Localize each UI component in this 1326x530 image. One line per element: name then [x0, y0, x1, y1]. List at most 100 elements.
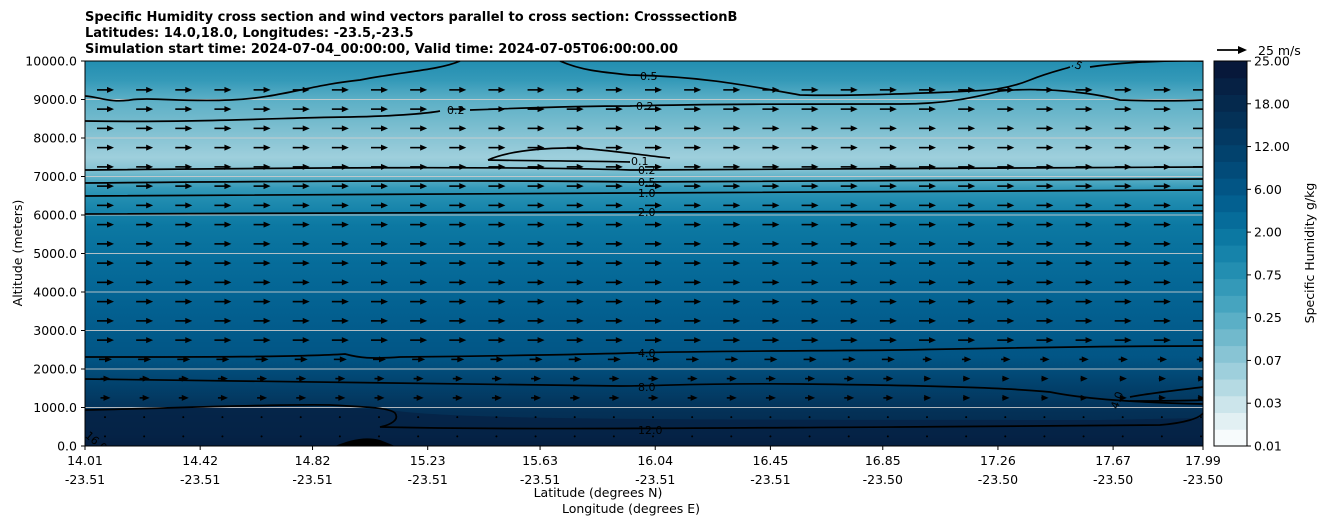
wind-vector	[645, 221, 662, 228]
wind-vector	[410, 317, 428, 324]
wind-vector	[723, 337, 741, 344]
wind-vector	[527, 240, 545, 247]
wind-vector	[762, 279, 780, 286]
wind-vector	[371, 317, 388, 324]
wind-vector	[958, 221, 976, 228]
wind-vector	[488, 202, 506, 209]
wind-vector	[331, 317, 349, 324]
wind-vector	[410, 221, 428, 228]
wind-vector	[410, 260, 428, 267]
wind-vector	[139, 375, 150, 382]
wind-vector	[1004, 416, 1007, 419]
wind-vector	[958, 163, 976, 170]
wind-vector	[801, 86, 819, 93]
wind-vector	[449, 260, 467, 267]
wind-vector	[723, 125, 741, 132]
contour-label-05-high: 0.5	[640, 70, 658, 83]
wind-vector	[1193, 185, 1203, 187]
wind-vector	[919, 240, 936, 247]
wind-vector	[1004, 435, 1007, 438]
wind-vector	[410, 86, 428, 93]
x-tick-label-lat: 17.99	[1185, 453, 1221, 468]
y-tick-label: 9000.0	[33, 92, 77, 107]
wind-vector	[684, 260, 702, 267]
title-line-2: Latitudes: 14.0,18.0, Longitudes: -23.5,…	[85, 26, 414, 41]
wind-vector	[104, 435, 106, 438]
wind-vector	[1114, 240, 1132, 247]
wind-vector	[97, 240, 114, 247]
wind-vector	[1153, 221, 1171, 228]
wind-vector	[723, 240, 741, 247]
colorbar-band	[1214, 261, 1247, 280]
wind-vector	[449, 163, 467, 170]
wind-vector	[965, 435, 968, 438]
wind-vector	[292, 317, 310, 324]
colorbar-band	[1214, 312, 1247, 330]
wind-vector	[410, 337, 428, 344]
wind-vector	[605, 221, 623, 228]
wind-vector	[605, 279, 623, 286]
wind-vector	[1114, 183, 1132, 190]
wind-vector	[491, 375, 502, 382]
colorbar-band	[1214, 362, 1247, 380]
wind-vector	[253, 337, 271, 344]
wind-vector	[491, 394, 502, 401]
wind-vector	[97, 317, 114, 324]
wind-vector	[997, 144, 1015, 151]
wind-vector	[879, 279, 897, 286]
x-tick-label-lat: 16.45	[753, 453, 789, 468]
wind-vector	[1075, 163, 1093, 170]
wind-vector	[1200, 416, 1202, 419]
wind-vector	[926, 416, 928, 419]
wind-vector	[1075, 183, 1093, 190]
wind-vector	[883, 375, 894, 382]
wind-vector	[296, 394, 307, 401]
wind-vector	[1114, 202, 1132, 209]
wind-vector	[1075, 202, 1093, 209]
wind-vector	[371, 125, 388, 132]
wind-vector	[253, 183, 271, 190]
wind-vector	[143, 416, 146, 419]
y-gridlines	[85, 99, 1203, 408]
contour-4-upper	[85, 345, 1203, 359]
wind-vector	[961, 356, 972, 363]
wind-vector	[645, 337, 662, 344]
wind-vector	[566, 279, 584, 286]
x-tick-label-lat: 16.85	[865, 453, 901, 468]
wind-vector	[840, 298, 858, 305]
wind-vector	[214, 221, 232, 228]
wind-vector	[605, 317, 623, 324]
wind-vector	[645, 202, 662, 209]
wind-vector	[847, 416, 850, 419]
colorbar-ticks: 0.01 0.03 0.07 0.25 0.75 2.00 6.00 12.00 18.00 25…	[1247, 54, 1290, 454]
wind-vector	[257, 394, 268, 401]
y-tick-label: 0.0	[57, 439, 77, 454]
wind-vector	[331, 240, 349, 247]
wind-vector	[730, 416, 733, 419]
wind-vector	[214, 202, 232, 209]
wind-vector	[684, 337, 702, 344]
wind-vector	[488, 163, 506, 170]
title-line-3: Simulation start time: 2024-07-04_00:00:…	[85, 42, 678, 57]
wind-vector	[687, 375, 698, 382]
wind-vector	[292, 260, 310, 267]
wind-vector	[645, 183, 662, 190]
x-axis-label-lat: Latitude (degrees N)	[534, 485, 663, 500]
wind-vector	[214, 317, 232, 324]
contour-05-low	[85, 178, 1203, 184]
wind-vector	[1153, 279, 1171, 286]
wind-vector	[645, 125, 662, 132]
wind-vector	[253, 86, 271, 93]
wind-vector	[958, 86, 976, 93]
wind-vector	[221, 435, 224, 438]
wind-vector	[723, 202, 741, 209]
wind-vector	[371, 260, 388, 267]
wind-vector	[182, 435, 185, 438]
wind-vector	[645, 86, 662, 93]
wind-vector	[1153, 317, 1171, 324]
wind-vector	[926, 435, 928, 438]
wind-vector	[609, 375, 620, 382]
y-tick-label: 2000.0	[33, 362, 77, 377]
wind-vector	[410, 106, 428, 113]
wind-vector	[840, 125, 858, 132]
